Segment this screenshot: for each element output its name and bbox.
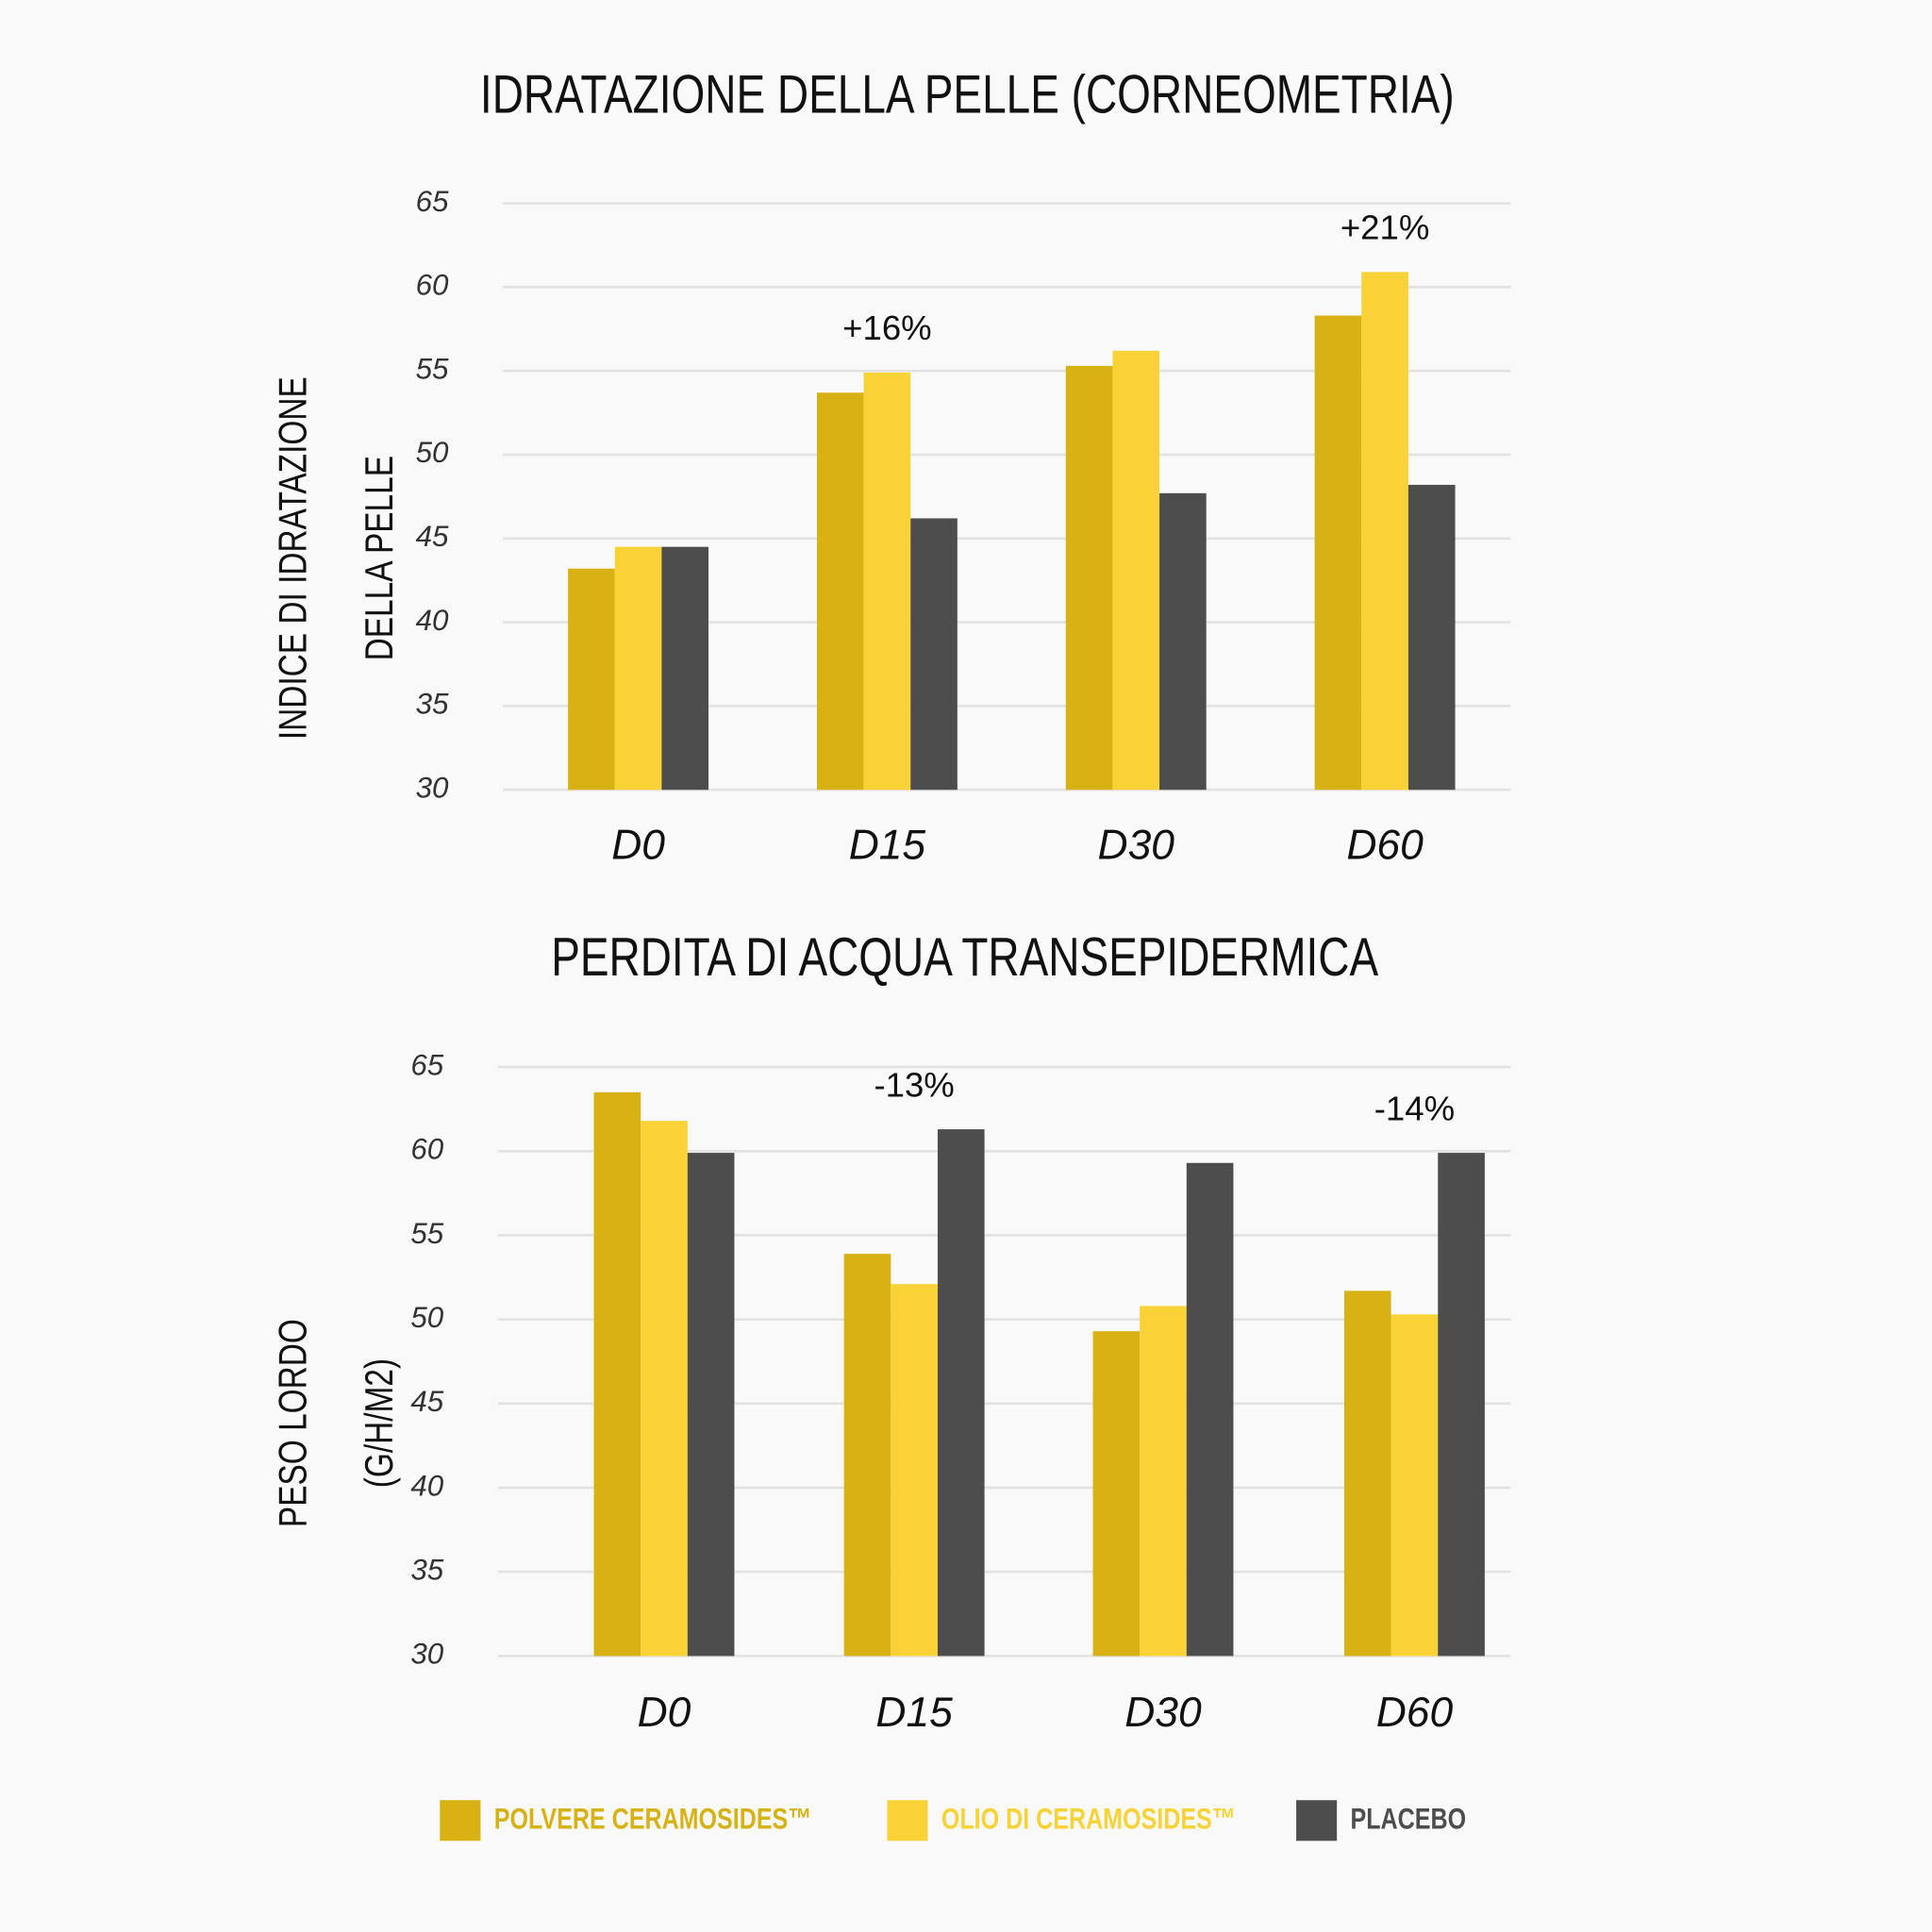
x-tick-label: D60 xyxy=(1346,822,1424,868)
annotation: -14% xyxy=(1374,1089,1455,1127)
y-tick-label: 40 xyxy=(416,604,449,637)
y-tick-label: 60 xyxy=(416,269,449,302)
bar xyxy=(614,546,662,791)
annotation: +21% xyxy=(1341,208,1430,247)
x-tick-label: D30 xyxy=(1098,822,1175,868)
legend-label: POLVERE CERAMOSIDES™ xyxy=(494,1803,812,1836)
y-tick-label: 65 xyxy=(416,185,449,218)
bar xyxy=(1438,1153,1485,1657)
bar xyxy=(843,1254,891,1657)
bar xyxy=(593,1091,641,1657)
bar xyxy=(1186,1162,1234,1657)
bar xyxy=(816,392,864,791)
y-tick-label: 55 xyxy=(416,352,449,385)
bar xyxy=(1112,350,1160,791)
annotation: +16% xyxy=(842,308,932,347)
chart-title: PERDITA DI ACQUA TRANSEPIDERMICA xyxy=(551,927,1378,988)
y-axis-label: PESO LORDO xyxy=(272,1319,315,1527)
bar xyxy=(1391,1314,1439,1657)
bar xyxy=(1407,484,1456,791)
x-tick-label: D60 xyxy=(1376,1690,1454,1736)
legend-swatch xyxy=(1296,1800,1338,1841)
bar xyxy=(937,1129,985,1657)
bar xyxy=(661,546,709,791)
y-axis-label: INDICE DI IDRATAZIONE xyxy=(272,376,315,740)
x-tick-label: D30 xyxy=(1124,1690,1202,1736)
x-tick-label: D0 xyxy=(638,1690,691,1736)
y-tick-label: 35 xyxy=(416,688,449,721)
y-tick-label: 30 xyxy=(410,1638,443,1671)
y-axis-label: DELLA PELLE xyxy=(358,456,401,660)
bar xyxy=(1361,272,1408,791)
y-tick-label: 40 xyxy=(410,1469,443,1502)
y-tick-label: 35 xyxy=(410,1554,443,1587)
y-tick-label: 50 xyxy=(416,436,449,469)
x-tick-label: D15 xyxy=(849,822,926,868)
bar xyxy=(641,1121,688,1657)
x-tick-label: D0 xyxy=(611,822,665,868)
legend-swatch xyxy=(440,1800,481,1841)
bar xyxy=(1092,1331,1141,1657)
y-tick-label: 45 xyxy=(416,520,449,553)
x-tick-label: D15 xyxy=(875,1690,953,1736)
bar xyxy=(687,1153,735,1657)
bar xyxy=(568,568,615,791)
annotation: -13% xyxy=(874,1065,954,1104)
legend-swatch xyxy=(887,1800,928,1841)
bar xyxy=(1140,1306,1187,1657)
y-tick-label: 30 xyxy=(416,772,449,805)
y-tick-label: 65 xyxy=(410,1048,443,1081)
bar xyxy=(891,1284,938,1657)
bar xyxy=(1065,365,1113,791)
y-axis-label: (G/H/M2) xyxy=(358,1358,401,1488)
y-tick-label: 50 xyxy=(410,1301,443,1334)
legend-label: OLIO DI CERAMOSIDES™ xyxy=(941,1803,1236,1836)
y-tick-label: 60 xyxy=(410,1133,443,1166)
bar xyxy=(1343,1291,1391,1657)
bar xyxy=(910,518,958,791)
bar xyxy=(863,372,911,791)
y-tick-label: 55 xyxy=(410,1217,443,1250)
bar xyxy=(1159,492,1207,791)
bar xyxy=(1314,315,1362,791)
y-tick-label: 45 xyxy=(410,1385,443,1418)
chart-title: IDRATAZIONE DELLA PELLE (CORNEOMETRIA) xyxy=(480,65,1455,125)
legend-label: PLACEBO xyxy=(1351,1803,1467,1836)
